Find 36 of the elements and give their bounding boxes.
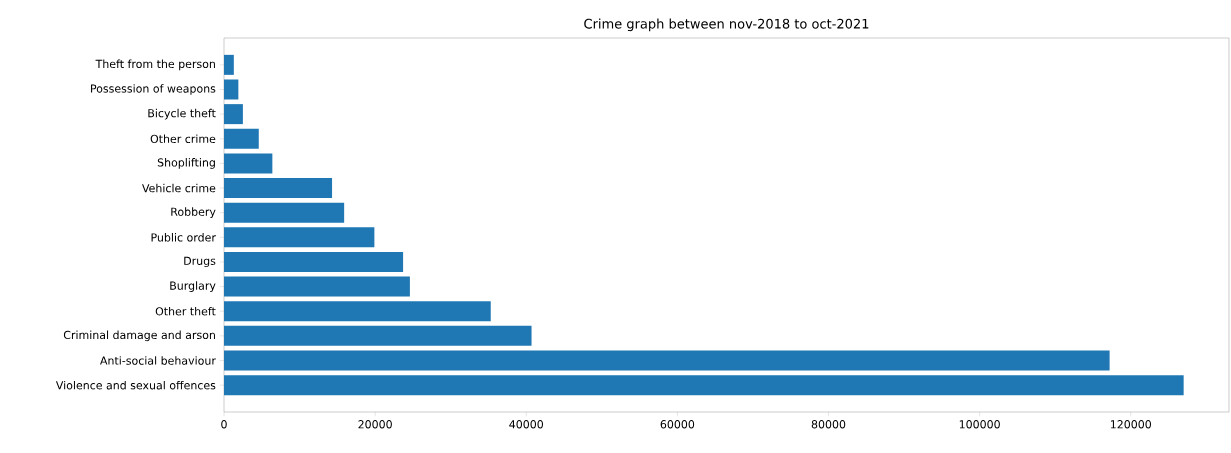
y-tick-label: Criminal damage and arson	[63, 330, 215, 342]
x-tick-label: 80000	[811, 420, 846, 429]
y-tick-label: Theft from the person	[95, 59, 215, 71]
bar	[224, 202, 345, 223]
bar	[224, 54, 234, 75]
bar	[224, 375, 1184, 396]
y-tick-label: Bicycle theft	[148, 108, 216, 120]
bar	[224, 79, 239, 100]
x-tick-label: 20000	[358, 420, 392, 429]
bar	[224, 276, 410, 297]
x-tick-label: 60000	[660, 420, 695, 429]
y-tick-label: Other theft	[155, 306, 216, 316]
y-tick-label: Robbery	[171, 207, 216, 218]
y-tick-label: Anti-social behaviour	[100, 356, 216, 365]
y-tick-label: Other crime	[150, 134, 216, 144]
bar	[224, 350, 1110, 371]
y-tick-label: Burglary	[170, 281, 216, 292]
bar	[224, 301, 491, 322]
x-tick-label: 100000	[959, 420, 1000, 429]
bar	[224, 325, 532, 346]
x-tick-label: 120000	[1110, 420, 1152, 429]
bar	[224, 251, 404, 272]
x-tick-label: 40000	[509, 420, 544, 429]
x-tick-label: 0	[221, 420, 227, 429]
y-tick-label: Possession of weapons	[91, 84, 216, 95]
bar	[224, 153, 273, 174]
y-tick-label: Public order	[151, 233, 216, 242]
y-tick-label: Violence and sexual offences	[55, 380, 216, 390]
bar	[224, 227, 375, 248]
y-tick-label: Drugs	[184, 256, 216, 268]
bar	[224, 128, 259, 149]
bar	[224, 178, 333, 199]
chart-title: Crime graph between nov-2018 to oct-2021	[584, 18, 869, 32]
bar	[224, 104, 243, 125]
y-tick-label: Shoplifting	[157, 158, 215, 169]
y-tick-label: Vehicle crime	[142, 183, 216, 193]
